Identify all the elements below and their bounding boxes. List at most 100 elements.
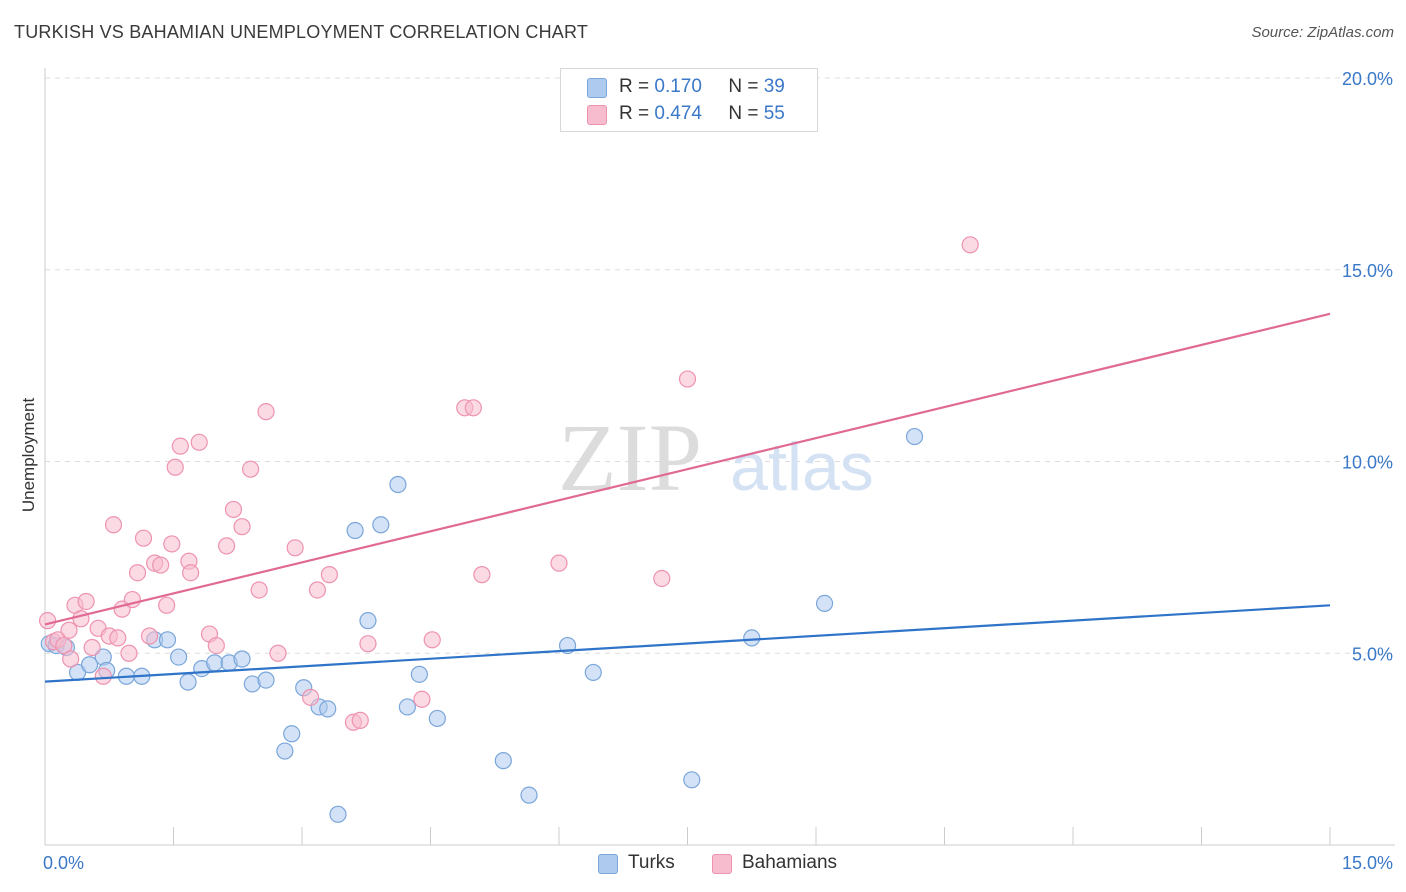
bahamians-point-35 xyxy=(242,460,260,478)
turks-point-25 xyxy=(346,521,364,540)
turks-point-32 xyxy=(494,752,512,770)
bahamians-point-54 xyxy=(961,236,979,254)
chart-title: TURKISH VS BAHAMIAN UNEMPLOYMENT CORRELA… xyxy=(14,22,589,42)
bahamians-point-14 xyxy=(109,629,127,647)
turks-point-38 xyxy=(815,594,834,612)
turks-n-value: 39 xyxy=(763,76,785,97)
bahamians-point-42 xyxy=(320,566,339,584)
turks-point-11 xyxy=(170,648,188,666)
bahamians-point-45 xyxy=(359,635,377,653)
turks-point-39 xyxy=(905,427,924,446)
y-tick-label-10: 10.0% xyxy=(1342,453,1393,473)
bahamians-point-52 xyxy=(653,569,671,588)
bahamians-point-9 xyxy=(83,638,101,657)
y-tick-label-15: 15.0% xyxy=(1342,261,1393,281)
turks-point-19 xyxy=(276,742,294,760)
bahamians-point-46 xyxy=(413,690,431,708)
bahamians-point-24 xyxy=(163,535,181,553)
turks-point-18 xyxy=(257,671,275,689)
watermark-zip: ZIP xyxy=(558,404,702,511)
bahamians-point-53 xyxy=(678,370,697,388)
y-axis-label: Unemployment xyxy=(19,398,38,513)
turks-point-33 xyxy=(520,786,538,804)
turks-point-31 xyxy=(428,709,446,728)
turks-point-35 xyxy=(584,663,602,682)
turks-point-20 xyxy=(283,725,301,743)
trend-lines xyxy=(44,312,1331,683)
bahamians-point-39 xyxy=(286,539,304,557)
bahamians-point-25 xyxy=(166,458,184,476)
turks-point-10 xyxy=(158,631,177,649)
bahamians-point-51 xyxy=(550,554,568,572)
bahamians-point-44 xyxy=(351,711,369,729)
bahamians-legend-label: Bahamians xyxy=(742,852,838,873)
bahamians-n-value: 55 xyxy=(763,103,785,124)
bahamians-point-23 xyxy=(158,596,176,614)
bahamians-point-22 xyxy=(152,556,170,574)
bahamians-point-26 xyxy=(171,437,189,455)
bahamians-point-0 xyxy=(38,612,57,630)
turks-swatch xyxy=(587,78,607,98)
turks-r-value: 0.170 xyxy=(654,76,702,97)
turks-n-label: N = xyxy=(728,76,759,97)
bahamians-point-40 xyxy=(301,688,320,706)
y-tick-label-5: 5.0% xyxy=(1352,644,1393,664)
bahamians-point-31 xyxy=(207,636,225,655)
axes xyxy=(44,68,1395,846)
turks-legend-label: Turks xyxy=(628,852,675,873)
bahamians-r-value: 0.474 xyxy=(654,103,702,124)
bahamians-point-16 xyxy=(120,644,138,662)
turks-point-24 xyxy=(329,805,347,823)
bahamians-point-3 xyxy=(55,636,73,655)
x-tick-label-max: 15.0% xyxy=(1342,853,1393,873)
turks-point-26 xyxy=(359,612,377,630)
bahamians-point-49 xyxy=(464,399,482,417)
bahamians-point-13 xyxy=(104,516,123,534)
turks-point-30 xyxy=(410,665,428,683)
turks-point-16 xyxy=(233,650,251,668)
bahamians-point-8 xyxy=(77,592,95,611)
bahamians-r-label: R = xyxy=(619,103,650,124)
bahamians-point-38 xyxy=(269,644,287,662)
turks-point-27 xyxy=(372,516,390,534)
bahamians-point-50 xyxy=(473,566,491,584)
bahamians-point-32 xyxy=(218,537,236,555)
grid-lines xyxy=(45,77,1395,654)
bahamians-point-11 xyxy=(94,667,112,685)
bahamians-point-5 xyxy=(62,650,80,668)
bahamians-points xyxy=(38,236,979,731)
bahamians-point-7 xyxy=(72,610,90,628)
bahamians-point-19 xyxy=(134,529,153,547)
bahamians-point-20 xyxy=(140,627,159,645)
turks-point-37 xyxy=(743,629,761,647)
turks-points xyxy=(40,427,924,823)
turks-point-14 xyxy=(206,654,224,672)
turks-point-4 xyxy=(80,656,99,674)
bahamians-point-33 xyxy=(224,500,243,519)
watermark: ZIP atlas xyxy=(558,404,874,511)
turks-trend-line xyxy=(44,604,1331,683)
bahamians-swatch xyxy=(587,105,607,125)
bahamians-point-36 xyxy=(250,581,268,599)
source-label: Source: ZipAtlas.com xyxy=(1251,24,1394,41)
x-tick-label-min: 0.0% xyxy=(43,853,84,873)
bahamians-point-34 xyxy=(233,518,251,536)
turks-point-12 xyxy=(179,673,197,691)
bahamians-trend-line xyxy=(44,312,1331,626)
turks-point-36 xyxy=(683,771,701,789)
bahamians-legend-swatch xyxy=(712,854,732,874)
bahamians-point-29 xyxy=(190,433,208,451)
turks-r-label: R = xyxy=(619,76,650,97)
turks-point-23 xyxy=(319,700,337,718)
tick-labels: 5.0% 10.0% 15.0% 20.0% 0.0% 15.0% xyxy=(43,69,1393,873)
bahamians-point-4 xyxy=(60,621,78,639)
y-tick-label-20: 20.0% xyxy=(1342,69,1393,89)
turks-legend-swatch xyxy=(598,854,618,874)
bahamians-point-37 xyxy=(257,403,275,421)
bahamians-n-label: N = xyxy=(728,103,759,124)
turks-point-28 xyxy=(389,475,407,494)
turks-point-29 xyxy=(398,698,416,716)
bahamians-point-18 xyxy=(128,564,147,582)
bahamians-point-28 xyxy=(182,564,200,582)
